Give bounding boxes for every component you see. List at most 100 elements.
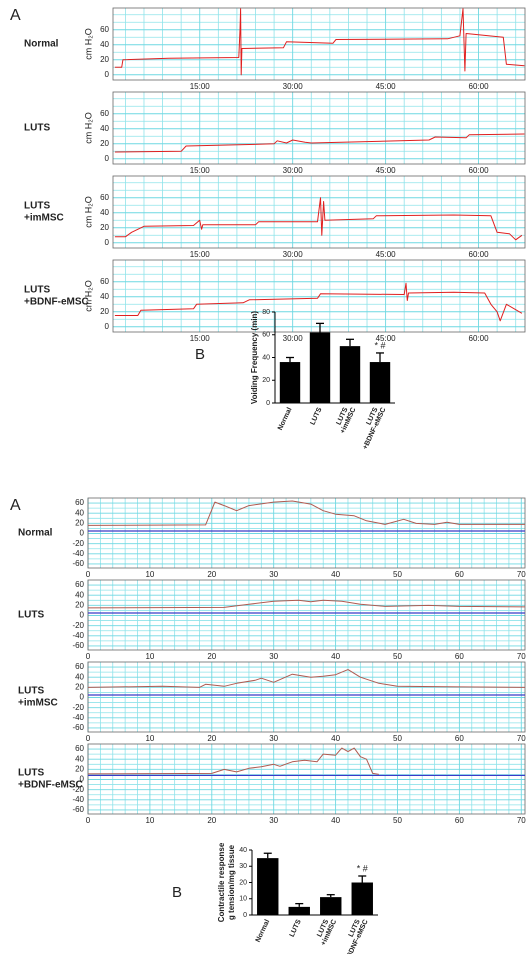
row-label: Normal [18, 528, 53, 539]
x-tick-label: 40 [331, 734, 340, 743]
y-tick-label: 60 [75, 744, 84, 753]
y-tick-label: -60 [72, 805, 84, 814]
bar [257, 858, 279, 915]
y-tick-label: -20 [72, 621, 84, 630]
y-tick-label: 0 [80, 693, 85, 702]
y-axis-label: cm H₂O [83, 280, 93, 312]
row-label: +imMSC [18, 698, 58, 709]
y-tick-label: 20 [239, 879, 247, 886]
panel-label: A [10, 7, 21, 24]
x-tick-label: 60 [455, 816, 464, 825]
row-label: LUTS [24, 123, 50, 134]
y-tick-label: -40 [72, 713, 84, 722]
plot-border [112, 175, 526, 249]
trace [114, 282, 523, 322]
y-tick-label: 20 [75, 518, 84, 527]
y-tick-label: -20 [72, 539, 84, 548]
x-tick-label: 40 [331, 652, 340, 661]
panel-label: B [172, 884, 182, 901]
y-axis-label: cm H₂O [83, 112, 93, 144]
y-tick-label: -40 [72, 795, 84, 804]
x-tick-label: 60:00 [469, 334, 490, 343]
x-tick-label: 30 [269, 734, 278, 743]
panel-label: A [10, 497, 21, 514]
x-tick-label: 30 [269, 570, 278, 579]
y-tick-label: -60 [72, 559, 84, 568]
x-tick-label: 15:00 [190, 166, 211, 175]
x-tick-label: 60:00 [469, 82, 490, 91]
x-tick-label: 50 [393, 652, 402, 661]
y-tick-label: 60 [75, 580, 84, 589]
y-tick-label: -40 [72, 631, 84, 640]
x-tick-label: 45:00 [376, 166, 397, 175]
x-tick-label: 0 [86, 570, 91, 579]
y-tick-label: 0 [80, 611, 85, 620]
bar [369, 362, 391, 403]
x-tick-label: 30:00 [283, 250, 304, 259]
x-tick-label: 70 [517, 734, 526, 743]
x-tick-label: 30 [269, 816, 278, 825]
x-tick-label: 60:00 [469, 166, 490, 175]
plot-area [88, 744, 525, 814]
plot-border [87, 661, 526, 733]
trace [87, 500, 525, 526]
y-tick-label: 20 [75, 764, 84, 773]
x-tick-label: 0 [86, 652, 91, 661]
y-tick-label: 40 [100, 40, 109, 49]
bar [279, 362, 301, 403]
x-tick-label: 0 [86, 816, 91, 825]
trace [87, 599, 526, 609]
y-tick-label: 0 [266, 400, 270, 407]
y-tick-label: 60 [100, 193, 109, 202]
row-label: +BDNF-eMSC [18, 780, 83, 791]
y-tick-label: 40 [75, 754, 84, 763]
y-tick-label: 60 [75, 498, 84, 507]
y-axis-label: g tension/mg tissue [227, 844, 236, 920]
y-axis-label: cm H₂O [83, 196, 93, 228]
x-tick-label: 10 [145, 816, 154, 825]
row-label: LUTS [18, 610, 44, 621]
bar [339, 346, 361, 403]
plot-border [112, 91, 526, 165]
y-tick-label: 40 [75, 590, 84, 599]
y-tick-label: 0 [105, 70, 110, 79]
significance-label: * # [357, 863, 368, 873]
x-tick-label: 10 [145, 570, 154, 579]
plot-border [87, 743, 526, 815]
x-tick-label: 20 [207, 570, 216, 579]
x-tick-label: 40 [331, 816, 340, 825]
y-tick-label: 0 [105, 238, 110, 247]
x-tick-label: 20 [207, 816, 216, 825]
row-label: Normal [24, 39, 59, 50]
y-tick-label: -60 [72, 723, 84, 732]
x-tick-label: 45:00 [376, 334, 397, 343]
y-tick-label: 20 [100, 139, 109, 148]
y-tick-label: 80 [262, 309, 270, 316]
y-tick-label: -20 [72, 703, 84, 712]
x-tick-label: 60 [455, 734, 464, 743]
row-label: LUTS [24, 201, 50, 212]
row-label: LUTS [18, 768, 44, 779]
x-tick-label: 70 [517, 652, 526, 661]
y-tick-label: 0 [243, 912, 247, 919]
bar [288, 906, 310, 915]
plot-area [88, 498, 525, 568]
y-tick-label: 40 [239, 847, 247, 854]
x-tick-label: 20 [207, 734, 216, 743]
plot-area [113, 8, 525, 80]
y-tick-label: -20 [72, 785, 84, 794]
x-tick-label: 45:00 [376, 82, 397, 91]
trace [87, 669, 526, 688]
y-tick-label: 60 [262, 332, 270, 339]
plot-border [87, 497, 526, 569]
trace [114, 197, 523, 241]
trace [114, 133, 525, 153]
x-tick-label: 15:00 [190, 334, 211, 343]
x-tick-label: LUTS [309, 406, 323, 426]
y-tick-label: 0 [80, 775, 85, 784]
x-tick-label: 70 [517, 570, 526, 579]
y-tick-label: -40 [72, 549, 84, 558]
y-tick-label: 60 [75, 662, 84, 671]
y-tick-label: 20 [100, 55, 109, 64]
bar [309, 332, 331, 403]
